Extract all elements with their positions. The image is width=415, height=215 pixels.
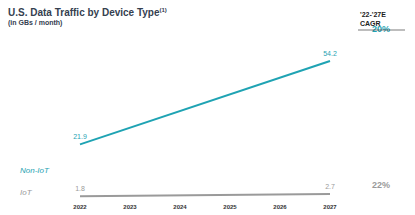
svg-text:20%: 20% <box>372 24 390 35</box>
svg-text:2022: 2022 <box>73 204 87 210</box>
svg-text:Non-IoT: Non-IoT <box>20 166 50 175</box>
svg-text:U.S. Data Traffic by Device Ty: U.S. Data Traffic by Device Type <box>8 7 160 18</box>
svg-text:2026: 2026 <box>273 204 287 210</box>
svg-text:2.7: 2.7 <box>325 183 335 190</box>
svg-text:54.2: 54.2 <box>323 50 337 57</box>
svg-text:CAGR: CAGR <box>360 20 381 27</box>
svg-text:(1): (1) <box>160 7 167 13</box>
svg-text:2025: 2025 <box>223 204 237 210</box>
svg-text:22%: 22% <box>372 180 390 190</box>
svg-text:1.8: 1.8 <box>75 185 85 192</box>
svg-text:2024: 2024 <box>173 204 187 210</box>
svg-text:IoT: IoT <box>20 188 33 197</box>
svg-text:'22-'27E: '22-'27E <box>360 11 386 18</box>
svg-text:2027: 2027 <box>323 204 337 210</box>
svg-text:21.9: 21.9 <box>73 133 87 140</box>
svg-text:2023: 2023 <box>123 204 137 210</box>
svg-text:(in GBs / month): (in GBs / month) <box>8 19 62 27</box>
